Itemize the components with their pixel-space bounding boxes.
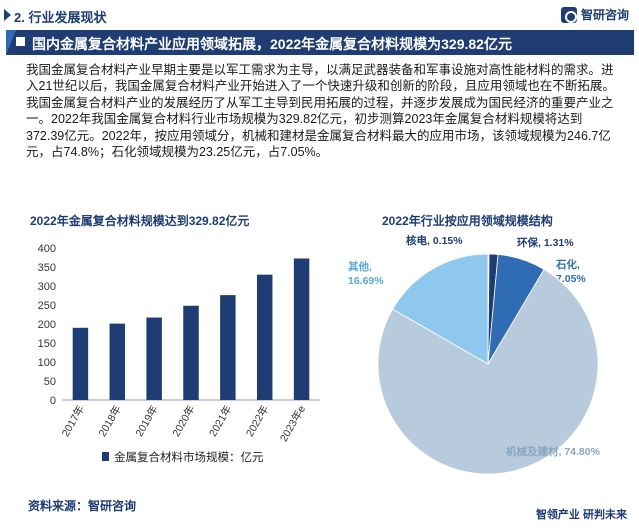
bar	[183, 305, 199, 400]
pie-slice-label: 石化, 7.05%	[555, 258, 586, 285]
y-tick-label: 150	[38, 338, 56, 350]
pie-chart: 核电, 0.15% 环保, 1.31% 石化, 7.05% 机械及建材, 74.80% 其…	[348, 234, 601, 475]
pie-slice-label: 环保, 1.31%	[517, 236, 574, 249]
y-tick-label: 50	[44, 376, 56, 388]
logo-text: 智研咨询	[580, 8, 629, 22]
paragraph-2: 我国金属复合材料产业的发展经历了从军工主导到民用拓展的过程，并逐步发展成为国民经…	[26, 95, 614, 160]
y-tick-label: 400	[38, 243, 56, 255]
legend-swatch	[102, 452, 109, 461]
pie-slice-label-line: 16.69%	[348, 275, 384, 287]
bar-chart-title: 2022年金属复合材料规模达到329.82亿元	[30, 214, 250, 228]
y-tick-label: 300	[38, 281, 56, 293]
bar	[256, 274, 273, 400]
pie-slice-label: 机械及建材, 74.80%	[506, 445, 601, 458]
y-tick-label: 350	[38, 262, 56, 274]
legend-label: 金属复合材料市场规模：亿元	[114, 450, 264, 464]
bar-chart: 0 50 100 150 200 250 300 350 400 2017年 2018年 2019年 2…	[38, 243, 320, 464]
body-text: 我国金属复合材料产业早期主要是以军工需求为主导，以满足武器装备和军事设施对高性能…	[26, 62, 618, 160]
x-tick-label: 2023年e	[277, 403, 308, 444]
x-tick-label: 2018年	[96, 403, 124, 439]
bar	[293, 258, 310, 400]
pie-slice	[392, 253, 489, 365]
x-tick-label: 2017年	[59, 403, 87, 439]
pie-slice-label-line: 石化,	[555, 258, 580, 271]
y-tick-label: 0	[50, 395, 56, 407]
pie-slice-label-line: 其他,	[348, 260, 372, 273]
pie-slice-label: 其他, 16.69%	[348, 260, 384, 287]
banner-title: 国内金属复合材料产业应用领域拓展，2022年金属复合材料规模为329.82亿元	[32, 36, 512, 52]
pie-chart-title: 2022年行业按应用领域规模结构	[382, 214, 553, 228]
logo-icon	[560, 6, 577, 23]
bar	[109, 323, 126, 400]
x-tick-label: 2019年	[133, 403, 161, 439]
title-banner: 国内金属复合材料产业应用领域拓展，2022年金属复合材料规模为329.82亿元	[6, 30, 634, 55]
source-note: 资料来源：智研咨询	[28, 499, 137, 513]
footer-brand: 智领产业 研判未来	[535, 509, 627, 521]
pie-slice	[377, 268, 599, 475]
top-bar: 2. 行业发展现状 智研咨询	[0, 0, 639, 30]
y-tick-label: 200	[38, 319, 56, 331]
x-tick-label: 2021年	[206, 403, 234, 439]
bar	[220, 295, 236, 400]
pie-slice-label-line: 7.05%	[556, 273, 586, 285]
y-tick-label: 100	[38, 357, 56, 369]
bar	[72, 327, 89, 400]
paragraph-1: 我国金属复合材料产业早期主要是以军工需求为主导，以满足武器装备和军事设施对高性能…	[26, 63, 615, 94]
pie-slice-label: 核电, 0.15%	[406, 234, 463, 247]
section-label: 2. 行业发展现状	[14, 10, 107, 25]
brand-logo: 智研咨询	[560, 6, 629, 23]
triangle-bullet-icon	[4, 9, 11, 21]
y-tick-label: 250	[38, 300, 56, 312]
square-bullet-icon	[16, 37, 25, 46]
x-tick-label: 2022年	[243, 403, 271, 439]
x-tick-label: 2020年	[169, 403, 197, 439]
bar	[146, 317, 162, 400]
